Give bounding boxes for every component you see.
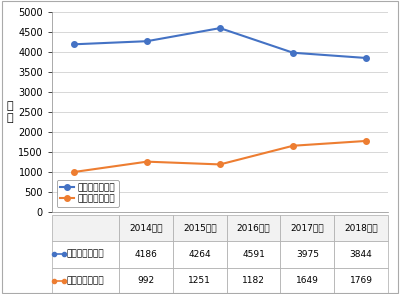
上部内視鏡検査 [218,163,222,166]
胃バリウム検査 [72,43,76,46]
上部内視鏡検査 [72,170,76,174]
上部内視鏡検査 [291,144,296,148]
上部内視鏡検査 [144,160,149,163]
胃バリウム検査 [218,26,222,30]
Legend: 胃バリウム検査, 上部内視鏡検査: 胃バリウム検査, 上部内視鏡検査 [56,180,118,207]
Line: 上部内視鏡検査: 上部内視鏡検査 [71,138,369,175]
上部内視鏡検査 [364,139,368,143]
Y-axis label: 件
数: 件 数 [6,101,13,123]
胃バリウム検査 [291,51,296,54]
胃バリウム検査 [144,39,149,43]
胃バリウム検査 [364,56,368,60]
Line: 胃バリウム検査: 胃バリウム検査 [71,25,369,61]
